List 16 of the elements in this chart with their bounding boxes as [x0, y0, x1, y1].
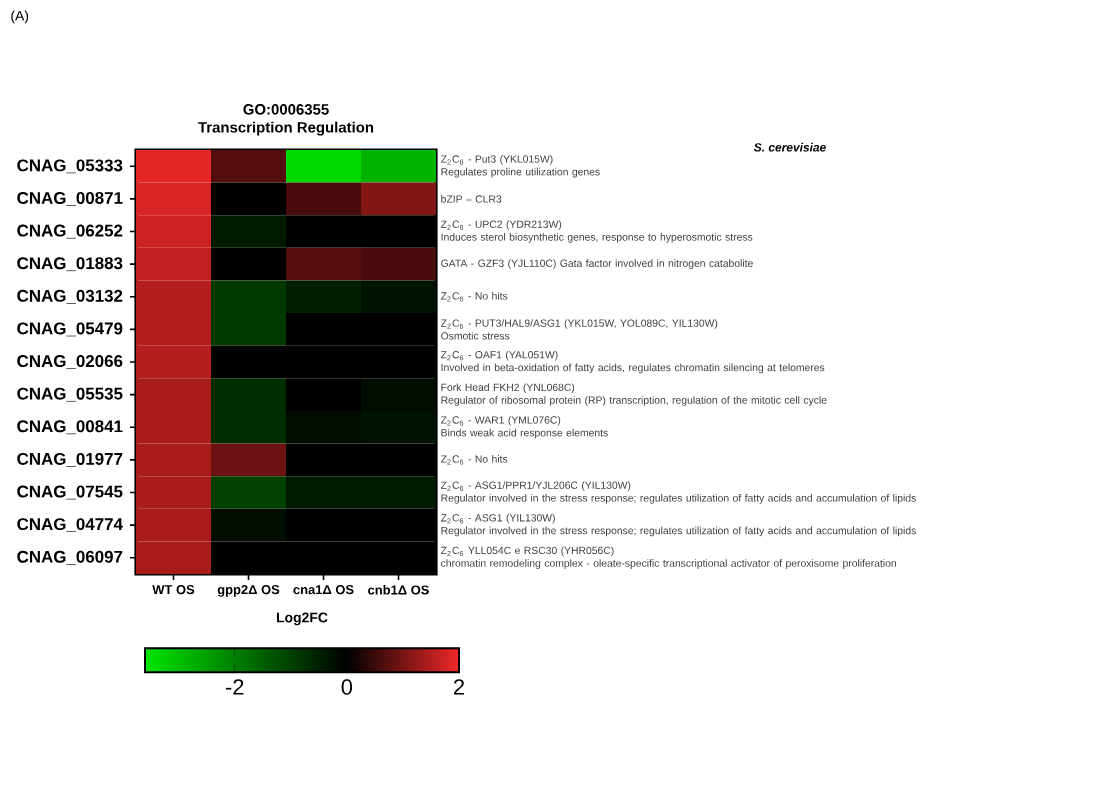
y-tick-label: CNAG_07545	[17, 485, 123, 500]
y-tick-label: CNAG_06252	[17, 224, 123, 239]
y-tick-label: CNAG_04774	[17, 518, 123, 533]
y-tick-label: CNAG_05535	[17, 387, 123, 402]
color-bar-label: -2	[225, 679, 244, 695]
y-tick-label: CNAG_02066	[17, 355, 123, 369]
y-tick-label: CNAG_03132	[17, 289, 123, 304]
y-tick-label: CNAG_00841	[17, 420, 123, 435]
y-tick-label: CNAG_01977	[17, 452, 123, 467]
y-tick-label: CNAG_05479	[17, 322, 123, 337]
y-tick-label: CNAG_01883	[17, 257, 123, 272]
color-bar-label: 2	[454, 679, 464, 695]
color-bar-label: 0	[341, 679, 353, 695]
y-tick-label: CNAG_00871	[17, 191, 123, 206]
y-tick-label: CNAG_05333	[17, 159, 123, 174]
y-tick-label: CNAG_06097	[17, 550, 123, 565]
